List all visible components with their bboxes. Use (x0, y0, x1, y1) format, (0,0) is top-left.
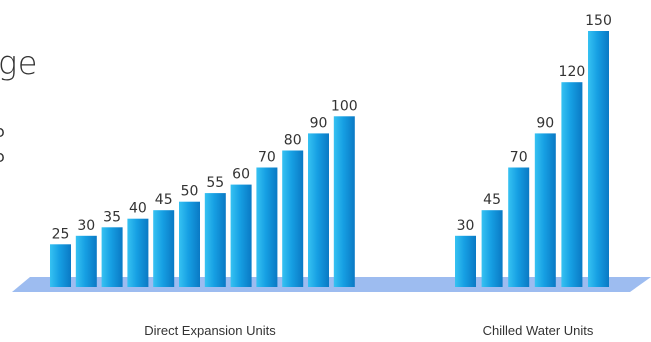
bar (75, 235, 97, 287)
group-label: Direct Expansion Units (144, 323, 276, 338)
bar-value-label: 90 (310, 115, 328, 131)
bar (588, 31, 609, 287)
bar (534, 133, 556, 287)
bar (179, 201, 200, 287)
bar-value-label: 40 (129, 201, 147, 217)
bar-value-label: 150 (585, 13, 612, 29)
bar (561, 82, 583, 287)
bar (50, 244, 71, 287)
bar (455, 235, 476, 287)
bar (153, 210, 175, 287)
bar-value-label: 50 (181, 184, 199, 200)
bar (101, 227, 123, 287)
bar (282, 150, 304, 287)
bar (127, 218, 149, 287)
bar (230, 184, 252, 287)
bar-value-label: 70 (510, 150, 528, 166)
bar-value-label: 100 (331, 98, 358, 114)
bar-value-label: 45 (483, 192, 501, 208)
bar (508, 167, 530, 287)
bar-value-label: 25 (52, 226, 70, 242)
bar-value-label: 120 (559, 64, 586, 80)
bar (204, 193, 226, 287)
bar (308, 133, 329, 287)
bars-layer (50, 31, 609, 287)
bar-value-label: 80 (284, 133, 302, 149)
bar-value-label: 30 (77, 218, 95, 234)
group-label: Chilled Water Units (483, 323, 594, 338)
bar-value-label: 45 (155, 192, 173, 208)
bar (256, 167, 278, 287)
title-fragment: ge (0, 44, 38, 82)
bar-value-label: 55 (206, 175, 224, 191)
bar (481, 210, 503, 287)
bar-value-label: 60 (232, 167, 250, 183)
group-labels-layer: Direct Expansion Units Chilled Water Unit… (144, 323, 594, 338)
bar (333, 116, 355, 287)
bar-value-label: 90 (536, 115, 554, 131)
cropped-text-fragment: ↄ (0, 147, 5, 166)
cropped-text-fragment: ↄ (0, 122, 5, 141)
bar-value-label: 30 (457, 218, 475, 234)
bar-value-label: 35 (103, 209, 121, 225)
bar-value-label: 70 (258, 150, 276, 166)
